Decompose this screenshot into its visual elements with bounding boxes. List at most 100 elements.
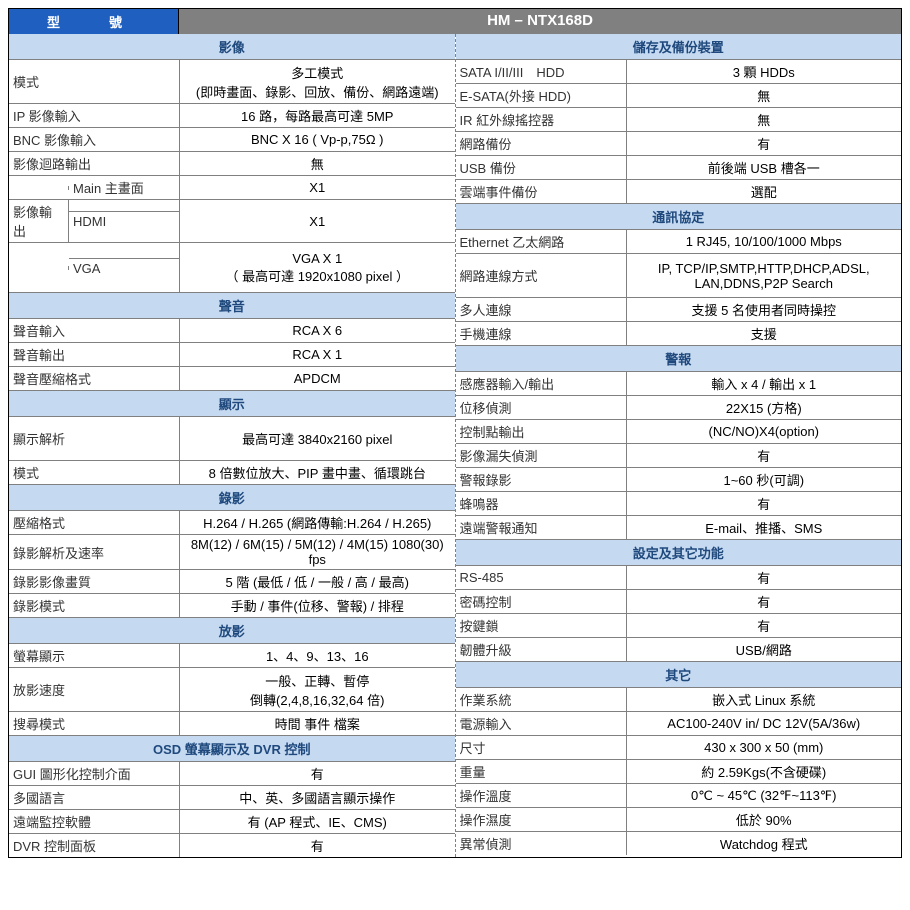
value: AC100-240V in/ DC 12V(5A/36w) [626,712,902,735]
label: GUI 圖形化控制介面 [9,762,179,785]
section-playback: 放影 [9,617,455,643]
section-record: 錄影 [9,484,455,510]
label: 網路連線方式 [456,254,626,297]
label: RS-485 [456,566,626,589]
value: 有 [626,444,902,467]
section-display: 顯示 [9,390,455,416]
label: 多人連線 [456,298,626,321]
value: 有 [179,834,455,857]
label: 網路備份 [456,132,626,155]
label: 影像迴路輸出 [9,152,179,175]
label: 密碼控制 [456,590,626,613]
value: 8 倍數位放大、PIP 畫中畫、循環跳台 [179,461,455,484]
section-video: 影像 [9,34,455,59]
value: 選配 [626,180,902,203]
right-column: 儲存及備份裝置 SATA I/II/III HDD3 顆 HDDs E-SATA… [456,34,902,857]
value: 8M(12) / 6M(15) / 5M(12) / 4M(15) 1080(3… [179,535,455,569]
section-comm: 通訊協定 [456,203,902,229]
label: 雲端事件備份 [456,180,626,203]
value: 最高可達 3840x2160 pixel [179,417,455,460]
section-storage: 儲存及備份裝置 [456,34,902,59]
label: 聲音輸出 [9,343,179,366]
value: 有 [626,566,902,589]
value: 前後端 USB 槽各一 [626,156,902,179]
value: 22X15 (方格) [626,396,902,419]
value: X1 [179,200,455,242]
value: 無 [179,152,455,175]
label: 多國語言 [9,786,179,809]
value: 時間 事件 檔案 [179,712,455,735]
label: 影像漏失偵測 [456,444,626,467]
left-column: 影像 模式多工模式 (即時畫面、錄影、回放、備份、網路遠端) IP 影像輸入16… [9,34,456,857]
label: 韌體升級 [456,638,626,661]
section-alarm: 警報 [456,345,902,371]
value: VGA X 1 （ 最高可達 1920x1080 pixel ） [179,243,455,292]
header-row: 型 號 HM – NTX168D [9,9,901,34]
value: Watchdog 程式 [626,832,902,855]
label: 作業系統 [456,688,626,711]
value: 有 [179,762,455,785]
label: Ethernet 乙太網路 [456,230,626,253]
value: 430 x 300 x 50 (mm) [626,736,902,759]
value: 1 RJ45, 10/100/1000 Mbps [626,230,902,253]
value: RCA X 1 [179,343,455,366]
label: 異常偵測 [456,832,626,855]
label: 蜂鳴器 [456,492,626,515]
value: 0℃ ~ 45℃ (32℉~113℉) [626,784,902,807]
label: SATA I/II/III HDD [456,60,626,83]
label: 模式 [9,461,179,484]
value: IP, TCP/IP,SMTP,HTTP,DHCP,ADSL, LAN,DDNS… [626,254,902,297]
label: 錄影解析及速率 [9,535,179,569]
value: 無 [626,84,902,107]
label: 遠端監控軟體 [9,810,179,833]
label: DVR 控制面板 [9,834,179,857]
label: 警報錄影 [456,468,626,491]
model-value: HM – NTX168D [179,9,901,34]
value: 一般、正轉、暫停 倒轉(2,4,8,16,32,64 倍) [179,668,455,711]
label: 顯示解析 [9,417,179,460]
label: 錄影影像畫質 [9,570,179,593]
label: 重量 [456,760,626,783]
value: 手動 / 事件(位移、警報) / 排程 [179,594,455,617]
value: E-mail、推播、SMS [626,516,902,539]
label: Main 主畫面 [69,176,179,199]
value: 支援 [626,322,902,345]
value: 1~60 秒(可調) [626,468,902,491]
label: 操作濕度 [456,808,626,831]
label: 按鍵鎖 [456,614,626,637]
value: RCA X 6 [179,319,455,342]
value: 多工模式 (即時畫面、錄影、回放、備份、網路遠端) [179,60,455,103]
label: IR 紅外線搖控器 [456,108,626,131]
label-group: 影像輸出 [9,200,69,242]
value: 嵌入式 Linux 系統 [626,688,902,711]
label: 螢幕顯示 [9,644,179,667]
label: 放影速度 [9,668,179,711]
value: 中、英、多國語言顯示操作 [179,786,455,809]
value: 有 [626,492,902,515]
value: 有 (AP 程式、IE、CMS) [179,810,455,833]
section-other: 其它 [456,661,902,687]
label: 尺寸 [456,736,626,759]
value: H.264 / H.265 (網路傳輸:H.264 / H.265) [179,511,455,534]
value: 1、4、9、13、16 [179,644,455,667]
label: 位移偵測 [456,396,626,419]
label: 控制點輸出 [456,420,626,443]
label: 錄影模式 [9,594,179,617]
label: 模式 [9,60,179,103]
value: USB/網路 [626,638,902,661]
value: 無 [626,108,902,131]
value: 有 [626,614,902,637]
spec-sheet: 型 號 HM – NTX168D 影像 模式多工模式 (即時畫面、錄影、回放、備… [8,8,902,858]
value: 輸入 x 4 / 輸出 x 1 [626,372,902,395]
label: 聲音輸入 [9,319,179,342]
label: 電源輸入 [456,712,626,735]
value: 支援 5 名使用者同時操控 [626,298,902,321]
label: E-SATA(外接 HDD) [456,84,626,107]
value: 有 [626,590,902,613]
label: 遠端警報通知 [456,516,626,539]
label: 搜尋模式 [9,712,179,735]
label: 操作溫度 [456,784,626,807]
label: HDMI [69,211,179,231]
value: X1 [179,176,455,199]
value: 約 2.59Kgs(不含硬碟) [626,760,902,783]
